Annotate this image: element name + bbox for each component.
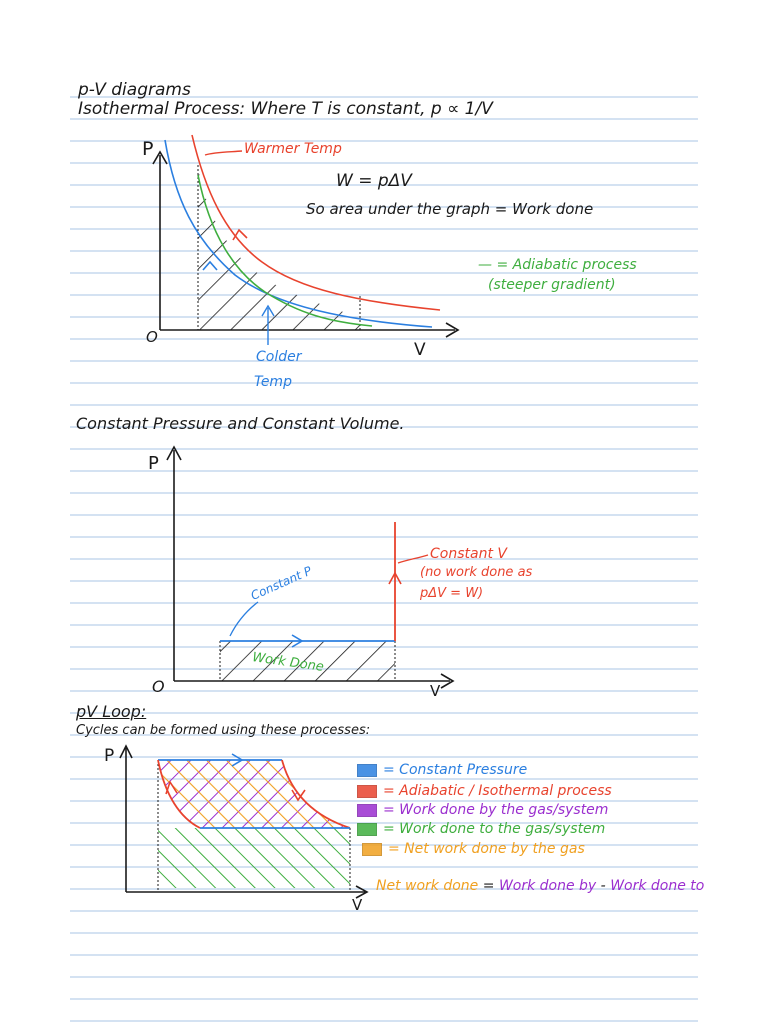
legend-swatch <box>357 822 377 836</box>
constant-v-pointer <box>397 554 429 564</box>
loop-left-curve <box>157 759 201 829</box>
net-work-hatch <box>158 760 350 828</box>
constant-v-label: Constant V <box>430 546 507 562</box>
adiabatic-legend: — = Adiabatic process <box>478 257 637 273</box>
no-work-note: (no work done as <box>420 565 533 580</box>
minus-sign: - <box>596 878 611 894</box>
work-by-term: Work done by <box>498 878 597 894</box>
graph2-p-label: P <box>148 453 159 474</box>
legend-item: = Net work done by the gas <box>362 842 585 856</box>
p-axis-arrow <box>152 150 168 165</box>
graph3-p-label: P <box>104 746 115 766</box>
constant-p-pointer <box>229 601 259 637</box>
cycles-subheading: Cycles can be formed using these process… <box>76 723 371 738</box>
colder-label: Colder <box>256 349 302 365</box>
warmer-isotherm <box>191 134 441 311</box>
loop-top-arrow <box>231 753 244 767</box>
legend-item: = Work done by the gas/system <box>357 803 608 817</box>
work-done-hatch-2 <box>220 641 395 681</box>
v-axis-3-arrow <box>355 885 369 899</box>
v-axis-2-arrow <box>440 673 455 689</box>
pdv-note: pΔV = W) <box>420 586 484 601</box>
warmer-temp-label: Warmer Temp <box>244 141 342 157</box>
constant-pressure-arrow <box>291 634 304 648</box>
heading-pv-loop: pV Loop: <box>76 702 147 721</box>
legend-swatch <box>357 784 377 798</box>
colder-isotherm-arrow <box>202 260 218 271</box>
work-to-gas-hatch <box>158 828 350 888</box>
legend-label: = Work done to the gas/system <box>383 821 606 837</box>
graph1-origin-label: O <box>146 328 158 346</box>
loop-right-arrow <box>291 789 306 802</box>
steeper-gradient-note: (steeper gradient) <box>488 277 616 293</box>
legend-swatch <box>362 842 382 856</box>
graph2-v-label: V <box>430 682 441 700</box>
net-work-equation: Net work done = Work done by - Work done… <box>376 879 704 893</box>
v-axis-arrow <box>445 322 460 338</box>
loop-right-curve <box>281 759 351 829</box>
colder-temp-label: Temp <box>254 374 292 390</box>
constant-volume-arrow <box>388 571 402 585</box>
colder-isotherm <box>164 139 433 328</box>
adiabatic-curve <box>197 174 373 327</box>
loop-left-arrow <box>165 780 178 795</box>
legend-item: = Constant Pressure <box>357 763 527 777</box>
graph1-p-label: P <box>142 138 154 160</box>
legend-label: = Net work done by the gas <box>388 841 585 857</box>
legend-label: = Work done by the gas/system <box>383 802 609 818</box>
warmer-isotherm-arrow <box>232 228 248 241</box>
net-work-term: Net work done <box>376 878 479 894</box>
p-axis-3-arrow <box>119 744 133 759</box>
p-axis-2-arrow <box>166 445 182 461</box>
colder-pointer-arrow <box>261 304 275 317</box>
legend-label: = Adiabatic / Isothermal process <box>383 783 612 799</box>
graph3-v-label: V <box>352 896 363 914</box>
heading-isothermal: Isothermal Process: Where T is constant,… <box>78 99 493 119</box>
heading-constant: Constant Pressure and Constant Volume. <box>76 414 405 433</box>
legend-item: = Work done to the gas/system <box>357 822 605 836</box>
legend-item: = Adiabatic / Isothermal process <box>357 784 612 798</box>
heading-pv-diagrams: p-V diagrams <box>78 80 191 100</box>
graph1-v-label: V <box>414 340 426 360</box>
graph2-origin-label: O <box>152 677 165 696</box>
warmer-pointer <box>204 150 243 156</box>
legend-label: = Constant Pressure <box>383 762 528 778</box>
legend-swatch <box>357 803 377 817</box>
area-under-graph-note: So area under the graph = Work done <box>306 200 594 218</box>
legend-swatch <box>357 763 377 777</box>
work-to-term: Work done to <box>610 878 705 894</box>
equals-sign: = <box>478 878 499 894</box>
work-equation: W = pΔV <box>336 171 412 191</box>
